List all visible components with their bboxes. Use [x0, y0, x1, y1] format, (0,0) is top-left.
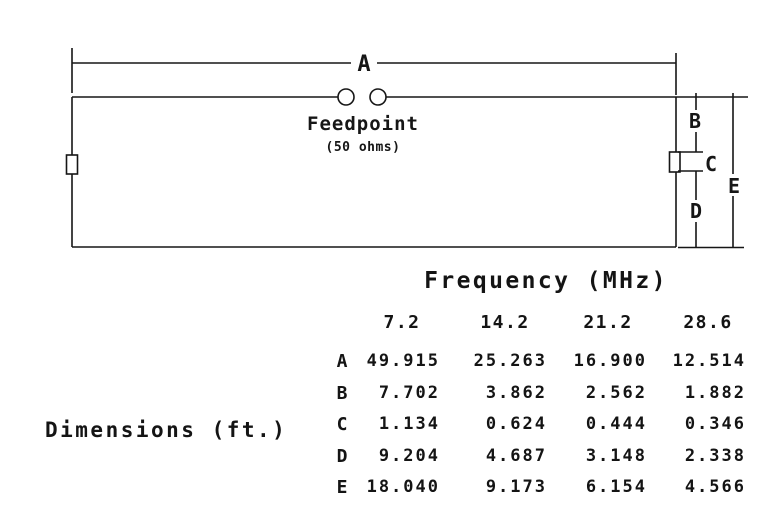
dim-a-extent-ticks	[71, 48, 677, 95]
cell-e-2: 9.173	[485, 477, 547, 497]
row-label-a: A	[336, 351, 348, 372]
cell-e-1: 18.040	[366, 477, 440, 497]
feedpoint-impedance-label: (50 ohms)	[326, 140, 401, 155]
cell-c-4: 0.346	[684, 414, 746, 434]
feedpoint-terminal-right-icon	[369, 88, 387, 106]
cell-b-1: 7.702	[378, 383, 440, 403]
cell-a-3: 16.900	[573, 351, 647, 371]
cell-d-4: 2.338	[684, 446, 746, 466]
left-insulator-icon	[65, 154, 79, 175]
dim-a-label: A	[357, 52, 370, 77]
cell-e-4: 4.566	[684, 477, 746, 497]
col-header-14-2: 14.2	[480, 312, 530, 333]
cell-d-2: 4.687	[485, 446, 547, 466]
cell-b-2: 3.862	[485, 383, 547, 403]
row-label-e: E	[336, 477, 348, 498]
col-header-7-2: 7.2	[383, 312, 421, 333]
cell-b-3: 2.562	[585, 383, 647, 403]
row-label-b: B	[336, 383, 348, 404]
dim-c-label: C	[705, 152, 717, 176]
row-label-d: D	[336, 446, 348, 467]
cell-e-3: 6.154	[585, 477, 647, 497]
cell-c-2: 0.624	[485, 414, 547, 434]
dim-d-label: D	[690, 199, 702, 223]
feedpoint-terminal-left-icon	[337, 88, 355, 106]
cell-a-2: 25.263	[473, 351, 547, 371]
dim-c-ticks	[678, 151, 703, 172]
cell-d-3: 3.148	[585, 446, 647, 466]
cell-c-1: 1.134	[378, 414, 440, 434]
dimensions-unit-label: Dimensions (ft.)	[45, 418, 288, 442]
cell-c-3: 0.444	[585, 414, 647, 434]
right-insulator-icon	[668, 151, 681, 173]
cell-d-1: 9.204	[378, 446, 440, 466]
dim-e-label: E	[728, 174, 740, 198]
col-header-21-2: 21.2	[583, 312, 633, 333]
cell-a-1: 49.915	[366, 351, 440, 371]
feedpoint-label: Feedpoint	[307, 113, 419, 135]
table-title: Frequency (MHz)	[424, 268, 668, 294]
cell-a-4: 12.514	[672, 351, 746, 371]
dim-b-label: B	[689, 109, 701, 133]
col-header-28-6: 28.6	[683, 312, 733, 333]
row-label-c: C	[336, 414, 348, 435]
cell-b-4: 1.882	[684, 383, 746, 403]
